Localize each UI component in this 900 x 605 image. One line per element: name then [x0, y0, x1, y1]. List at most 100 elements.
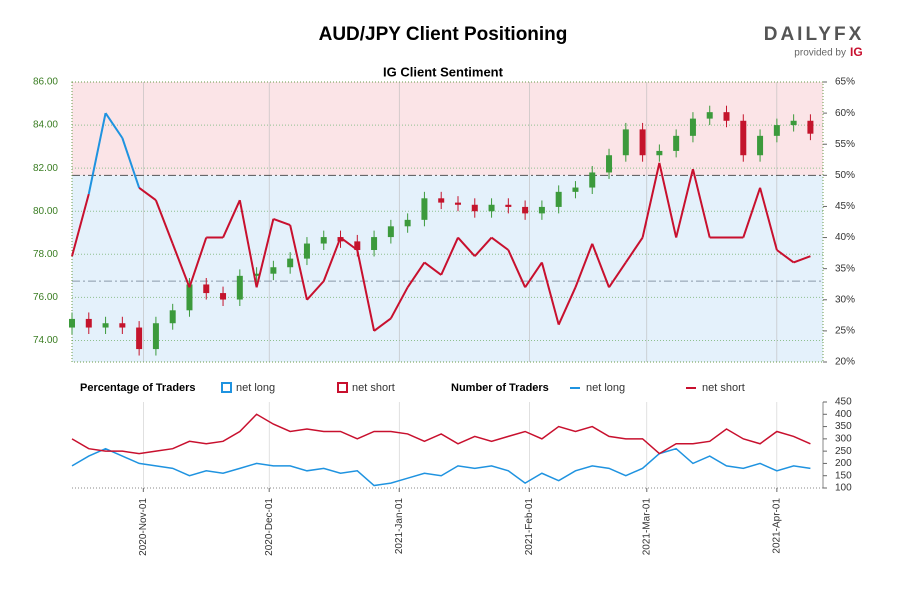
- candle-body: [270, 267, 277, 274]
- candle-body: [404, 219, 411, 227]
- sentiment-line: [574, 243, 594, 288]
- y2-tick-label: 25%: [835, 326, 855, 337]
- sentiment-line: [121, 137, 141, 189]
- sentiment-line: [71, 193, 90, 257]
- sentiment-line: [171, 243, 191, 288]
- x-tick-label: 2021-Feb-01: [524, 498, 535, 556]
- y-tick-label: 150: [835, 470, 852, 481]
- candle-body: [102, 323, 109, 328]
- candle-body: [622, 129, 629, 156]
- y-tick-label: 450: [835, 397, 852, 408]
- series-line: [71, 447, 811, 487]
- candle-body: [689, 118, 696, 136]
- band-above: [72, 82, 823, 176]
- sentiment-line: [188, 237, 208, 288]
- x-tick-label: 2020-Dec-01: [264, 498, 275, 556]
- sentiment-line: [691, 168, 711, 238]
- y-tick-label: 100: [835, 483, 852, 494]
- y-tick-label: 80.00: [33, 206, 58, 217]
- sentiment-line: [423, 261, 442, 276]
- y2-tick-label: 40%: [835, 232, 855, 243]
- sentiment-line: [138, 186, 157, 202]
- sentiment-line: [524, 261, 543, 288]
- candle-body: [807, 120, 814, 134]
- candle-body: [656, 150, 663, 156]
- y2-tick-label: 30%: [835, 294, 855, 305]
- y2-tick-label: 50%: [835, 170, 855, 181]
- legend-label: net long: [236, 382, 275, 394]
- x-tick-label: 2021-Apr-01: [771, 498, 782, 554]
- sentiment-line: [540, 262, 560, 325]
- sentiment-line: [154, 199, 174, 245]
- sentiment-line: [373, 317, 392, 332]
- candle-body: [538, 206, 545, 214]
- candle-body: [136, 327, 143, 350]
- sentiment-line: [474, 236, 493, 257]
- y-tick-label: 82.00: [33, 163, 58, 174]
- sentiment-line: [255, 218, 275, 288]
- sentiment-line: [289, 224, 308, 300]
- candle-body: [471, 204, 478, 212]
- sentiment-line: [356, 249, 376, 332]
- sentiment-line: [322, 237, 342, 282]
- sentiment-line: [776, 249, 795, 264]
- y-tick-label: 84.00: [33, 120, 58, 131]
- y-tick-label: 200: [835, 458, 852, 469]
- candle-body: [589, 172, 596, 188]
- sentiment-line: [238, 200, 258, 288]
- candle-body: [69, 318, 75, 328]
- legend-label: net short: [702, 382, 745, 394]
- plot-border: [71, 81, 824, 363]
- candle-body: [522, 206, 529, 214]
- candle-body: [723, 112, 730, 121]
- band-below: [72, 175, 823, 362]
- candle-body: [85, 318, 92, 328]
- sentiment-line: [742, 187, 762, 238]
- candle-body: [387, 226, 394, 238]
- y-tick-label: 74.00: [33, 335, 58, 346]
- candle-body: [236, 275, 243, 300]
- sentiment-line: [273, 217, 291, 227]
- sentiment-line: [507, 249, 527, 288]
- logo: DAILYFX: [764, 24, 865, 45]
- y2-tick-label: 35%: [835, 263, 855, 274]
- legend-swatch: [221, 382, 232, 393]
- panel-title: IG Client Sentiment: [383, 64, 504, 79]
- sentiment-line: [675, 168, 694, 238]
- candle-body: [790, 120, 797, 126]
- candle-body: [488, 204, 495, 212]
- legend-swatch: [337, 382, 348, 393]
- sentiment-line: [658, 162, 678, 238]
- logo-brand: IG: [850, 45, 863, 59]
- y-tick-label: 300: [835, 433, 852, 444]
- sentiment-line: [222, 199, 241, 238]
- candle-body: [421, 198, 428, 220]
- y2-tick-label: 60%: [835, 108, 855, 119]
- candle-body: [320, 237, 327, 244]
- legend-label: net short: [352, 382, 395, 394]
- y2-tick-label: 65%: [835, 77, 855, 88]
- sentiment-line: [339, 236, 358, 251]
- x-tick-label: 2021-Mar-01: [641, 498, 652, 556]
- candle-body: [639, 129, 646, 156]
- candle-body: [303, 243, 310, 259]
- sentiment-line: [557, 286, 577, 326]
- candle-body: [505, 204, 512, 207]
- candle-body: [454, 202, 461, 205]
- candle-body: [220, 293, 227, 300]
- candle-body: [371, 237, 378, 250]
- candle-body: [673, 135, 680, 151]
- sentiment-line: [608, 261, 627, 288]
- candle-body: [119, 323, 126, 328]
- sentiment-line: [87, 112, 107, 195]
- candle-body: [572, 187, 579, 192]
- y2-tick-label: 45%: [835, 201, 855, 212]
- y-tick-label: 78.00: [33, 249, 58, 260]
- candle-body: [186, 284, 193, 311]
- candle-body: [757, 135, 764, 156]
- chart-title: AUD/JPY Client Positioning: [319, 24, 568, 45]
- y-tick-label: 86.00: [33, 77, 58, 88]
- sentiment-line: [624, 236, 644, 264]
- sentiment-line: [406, 261, 426, 288]
- y-tick-label: 76.00: [33, 292, 58, 303]
